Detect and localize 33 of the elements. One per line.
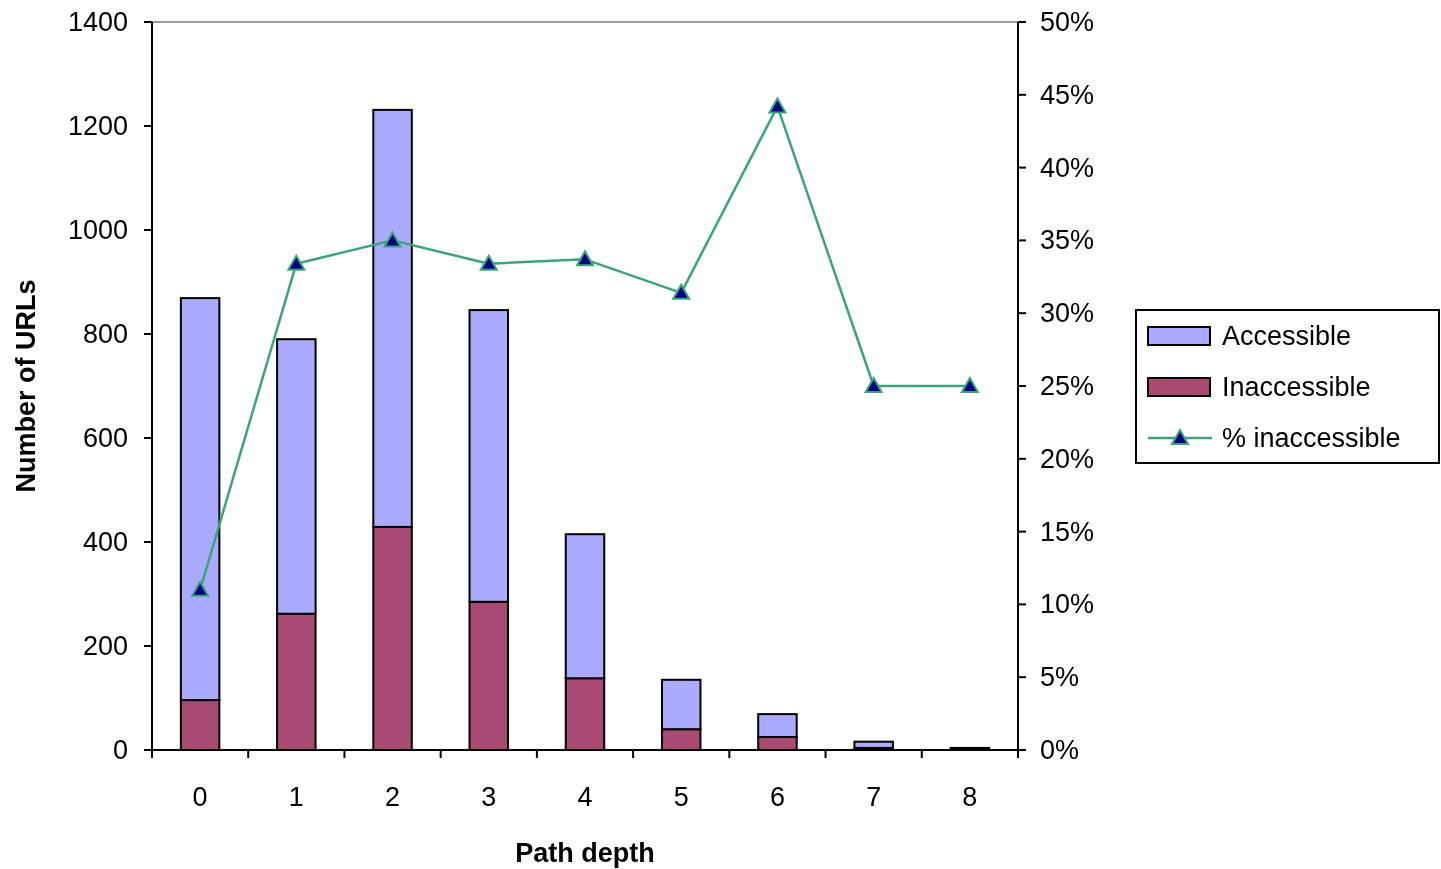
y2-tick-label: 10% xyxy=(1040,589,1095,620)
y2-tick-label: 45% xyxy=(1040,79,1095,110)
y-tick-label: 1200 xyxy=(67,111,128,141)
x-tick-label: 6 xyxy=(769,782,785,812)
y-tick-label: 1400 xyxy=(67,7,128,37)
x-tick-label: 4 xyxy=(577,782,593,812)
y-tick-label: 800 xyxy=(82,319,128,349)
y2-tick-label: 15% xyxy=(1040,516,1095,547)
y-tick-label: 600 xyxy=(82,423,128,453)
y2-tick-label: 50% xyxy=(1040,7,1095,37)
y2-tick-label: 30% xyxy=(1040,298,1095,329)
legend-label: % inaccessible xyxy=(1222,423,1401,453)
x-tick-label: 1 xyxy=(288,782,304,812)
x-tick-label: 8 xyxy=(962,782,978,812)
legend-label: Inaccessible xyxy=(1222,372,1371,402)
y2-tick-label: 0% xyxy=(1040,735,1080,765)
x-axis-title: Path depth xyxy=(515,838,655,868)
y-tick-label: 200 xyxy=(82,631,128,661)
y-tick-label: 400 xyxy=(82,527,128,557)
y2-tick-label: 35% xyxy=(1040,225,1095,256)
y-tick-label: 0 xyxy=(112,735,128,765)
y2-tick-label: 25% xyxy=(1040,371,1095,401)
y2-tick-label: 20% xyxy=(1040,443,1095,474)
y2-tick-label: 5% xyxy=(1040,662,1080,693)
y-tick-label: 1000 xyxy=(67,215,128,245)
x-tick-label: 5 xyxy=(673,782,689,812)
x-tick-label: 0 xyxy=(192,782,208,812)
legend-label: Accessible xyxy=(1222,321,1352,351)
x-tick-label: 2 xyxy=(385,782,401,812)
y2-tick-label: 40% xyxy=(1040,152,1095,183)
y-axis-title: Number of URLs xyxy=(11,279,41,493)
x-tick-label: 7 xyxy=(866,782,882,812)
x-tick-label: 3 xyxy=(481,782,497,812)
